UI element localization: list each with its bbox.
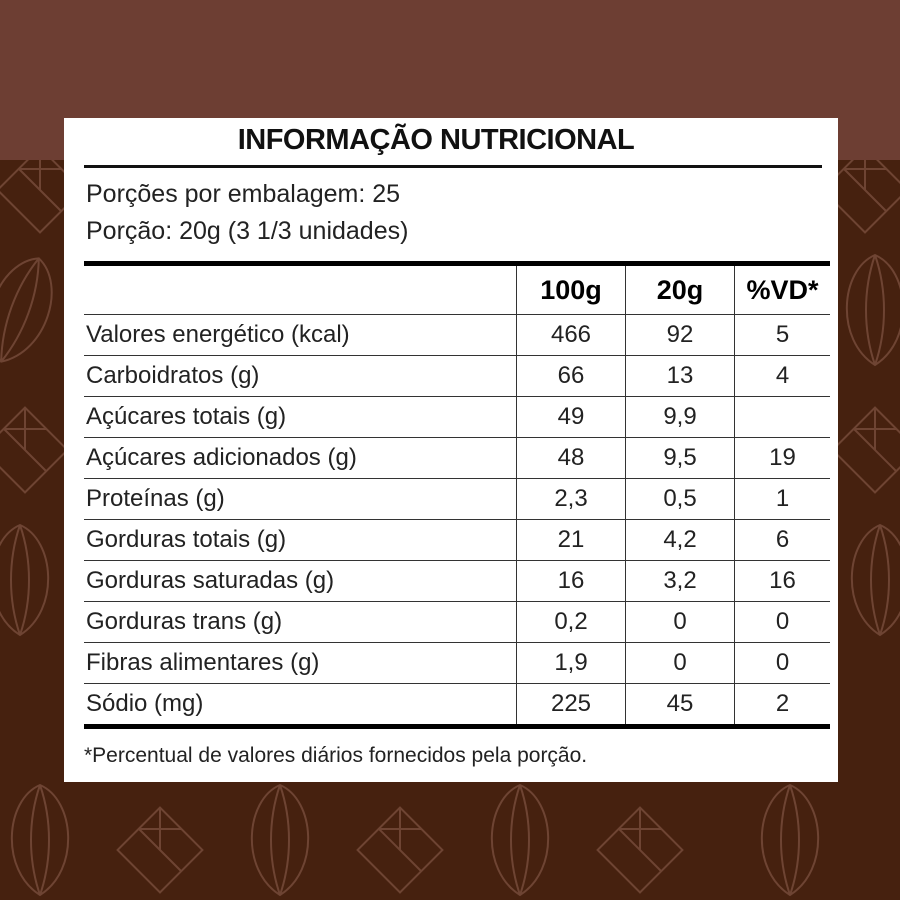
value-vd: 6: [734, 519, 830, 561]
value-portion: 9,9: [625, 396, 735, 438]
nutrient-name: Proteínas (g): [84, 478, 517, 520]
value-portion: 4,2: [625, 519, 735, 561]
serving-size: Porção: 20g (3 1/3 unidades): [86, 217, 409, 245]
cacao-pod-icon: [850, 524, 900, 636]
value-vd: 5: [734, 314, 830, 356]
header-portion: 20g: [625, 263, 735, 315]
header-vd: %VD*: [734, 263, 830, 315]
table-row: Gorduras totais (g) 21 4,2 6: [84, 519, 830, 561]
nutrient-name: Sódio (mg): [86, 690, 204, 717]
value-100g: 466: [516, 314, 626, 356]
servings-per-package: Porções por embalagem: 25: [86, 180, 401, 208]
cacao-pod-icon: [0, 247, 67, 373]
value-vd: 0: [734, 601, 830, 643]
chocolate-bar-icon: [831, 406, 900, 494]
value-vd: 0: [734, 642, 830, 684]
header-nutrient: [84, 263, 517, 315]
value-portion: 45: [625, 683, 735, 727]
nutrient-name: Valores energético (kcal): [84, 314, 517, 356]
label-title: INFORMAÇÃO NUTRICIONAL: [237, 124, 635, 156]
chocolate-bar-icon: [0, 406, 69, 494]
title-divider: [84, 165, 822, 168]
footnote: *Percentual de valores diários fornecido…: [84, 744, 588, 767]
table-row: Açúcares adicionados (g) 48 9,5 19: [84, 437, 830, 479]
value-portion: 0: [625, 642, 735, 684]
value-portion: 92: [625, 314, 735, 356]
value-100g: 48: [516, 437, 626, 479]
chocolate-bar-icon: [596, 806, 684, 894]
cacao-pod-icon: [0, 524, 50, 636]
value-portion: 0: [625, 601, 735, 643]
cacao-pod-icon: [845, 254, 900, 366]
nutrient-name: Açúcares totais (g): [84, 396, 517, 438]
value-100g: 16: [516, 560, 626, 602]
nutrient-name: Gorduras trans (g): [84, 601, 517, 643]
value-portion: 0,5: [625, 478, 735, 520]
header-100g: 100g: [516, 263, 626, 315]
value-portion: 13: [625, 355, 735, 397]
table-row: Açúcares totais (g) 49 9,9: [84, 396, 830, 438]
table-header-row: 100g 20g %VD*: [84, 263, 830, 315]
value-100g: 2,3: [516, 478, 626, 520]
table-row: Fibras alimentares (g) 1,9 0 0: [84, 642, 830, 684]
nutrient-name: Gorduras totais (g): [84, 519, 517, 561]
table-row: Sódio (mg) 225 45 2: [84, 683, 830, 727]
value-portion: 9,5: [625, 437, 735, 479]
table-row: Carboidratos (g) 66 13 4: [84, 355, 830, 397]
value-portion: 3,2: [625, 560, 735, 602]
chocolate-bar-icon: [116, 806, 204, 894]
table-row: Gorduras saturadas (g) 16 3,2 16: [84, 560, 830, 602]
table-row: Proteínas (g) 2,3 0,5 1: [84, 478, 830, 520]
nutrient-name: Fibras alimentares (g): [84, 642, 517, 684]
value-100g: 1,9: [516, 642, 626, 684]
value-vd: 19: [734, 437, 830, 479]
value-100g: 49: [516, 396, 626, 438]
cacao-pod-icon: [10, 784, 70, 896]
value-100g: 66: [516, 355, 626, 397]
value-vd: 2: [734, 683, 830, 727]
value-100g: 21: [516, 519, 626, 561]
value-vd: 16: [734, 560, 830, 602]
table-row: Gorduras trans (g) 0,2 0 0: [84, 601, 830, 643]
table-row: Valores energético (kcal) 466 92 5: [84, 314, 830, 356]
chocolate-bar-icon: [356, 806, 444, 894]
cacao-pod-icon: [250, 784, 310, 896]
nutrition-table: 100g 20g %VD* Valores energético (kcal) 4…: [84, 261, 830, 729]
value-vd: 1: [734, 478, 830, 520]
nutrient-name: Gorduras saturadas (g): [84, 560, 517, 602]
cacao-pod-icon: [760, 784, 820, 896]
nutrient-name: Carboidratos (g): [84, 355, 517, 397]
nutrient-name: Açúcares adicionados (g): [84, 437, 517, 479]
cacao-pod-icon: [490, 784, 550, 896]
value-vd: 4: [734, 355, 830, 397]
value-vd: [734, 396, 830, 438]
value-100g: 225: [516, 683, 626, 727]
value-100g: 0,2: [516, 601, 626, 643]
